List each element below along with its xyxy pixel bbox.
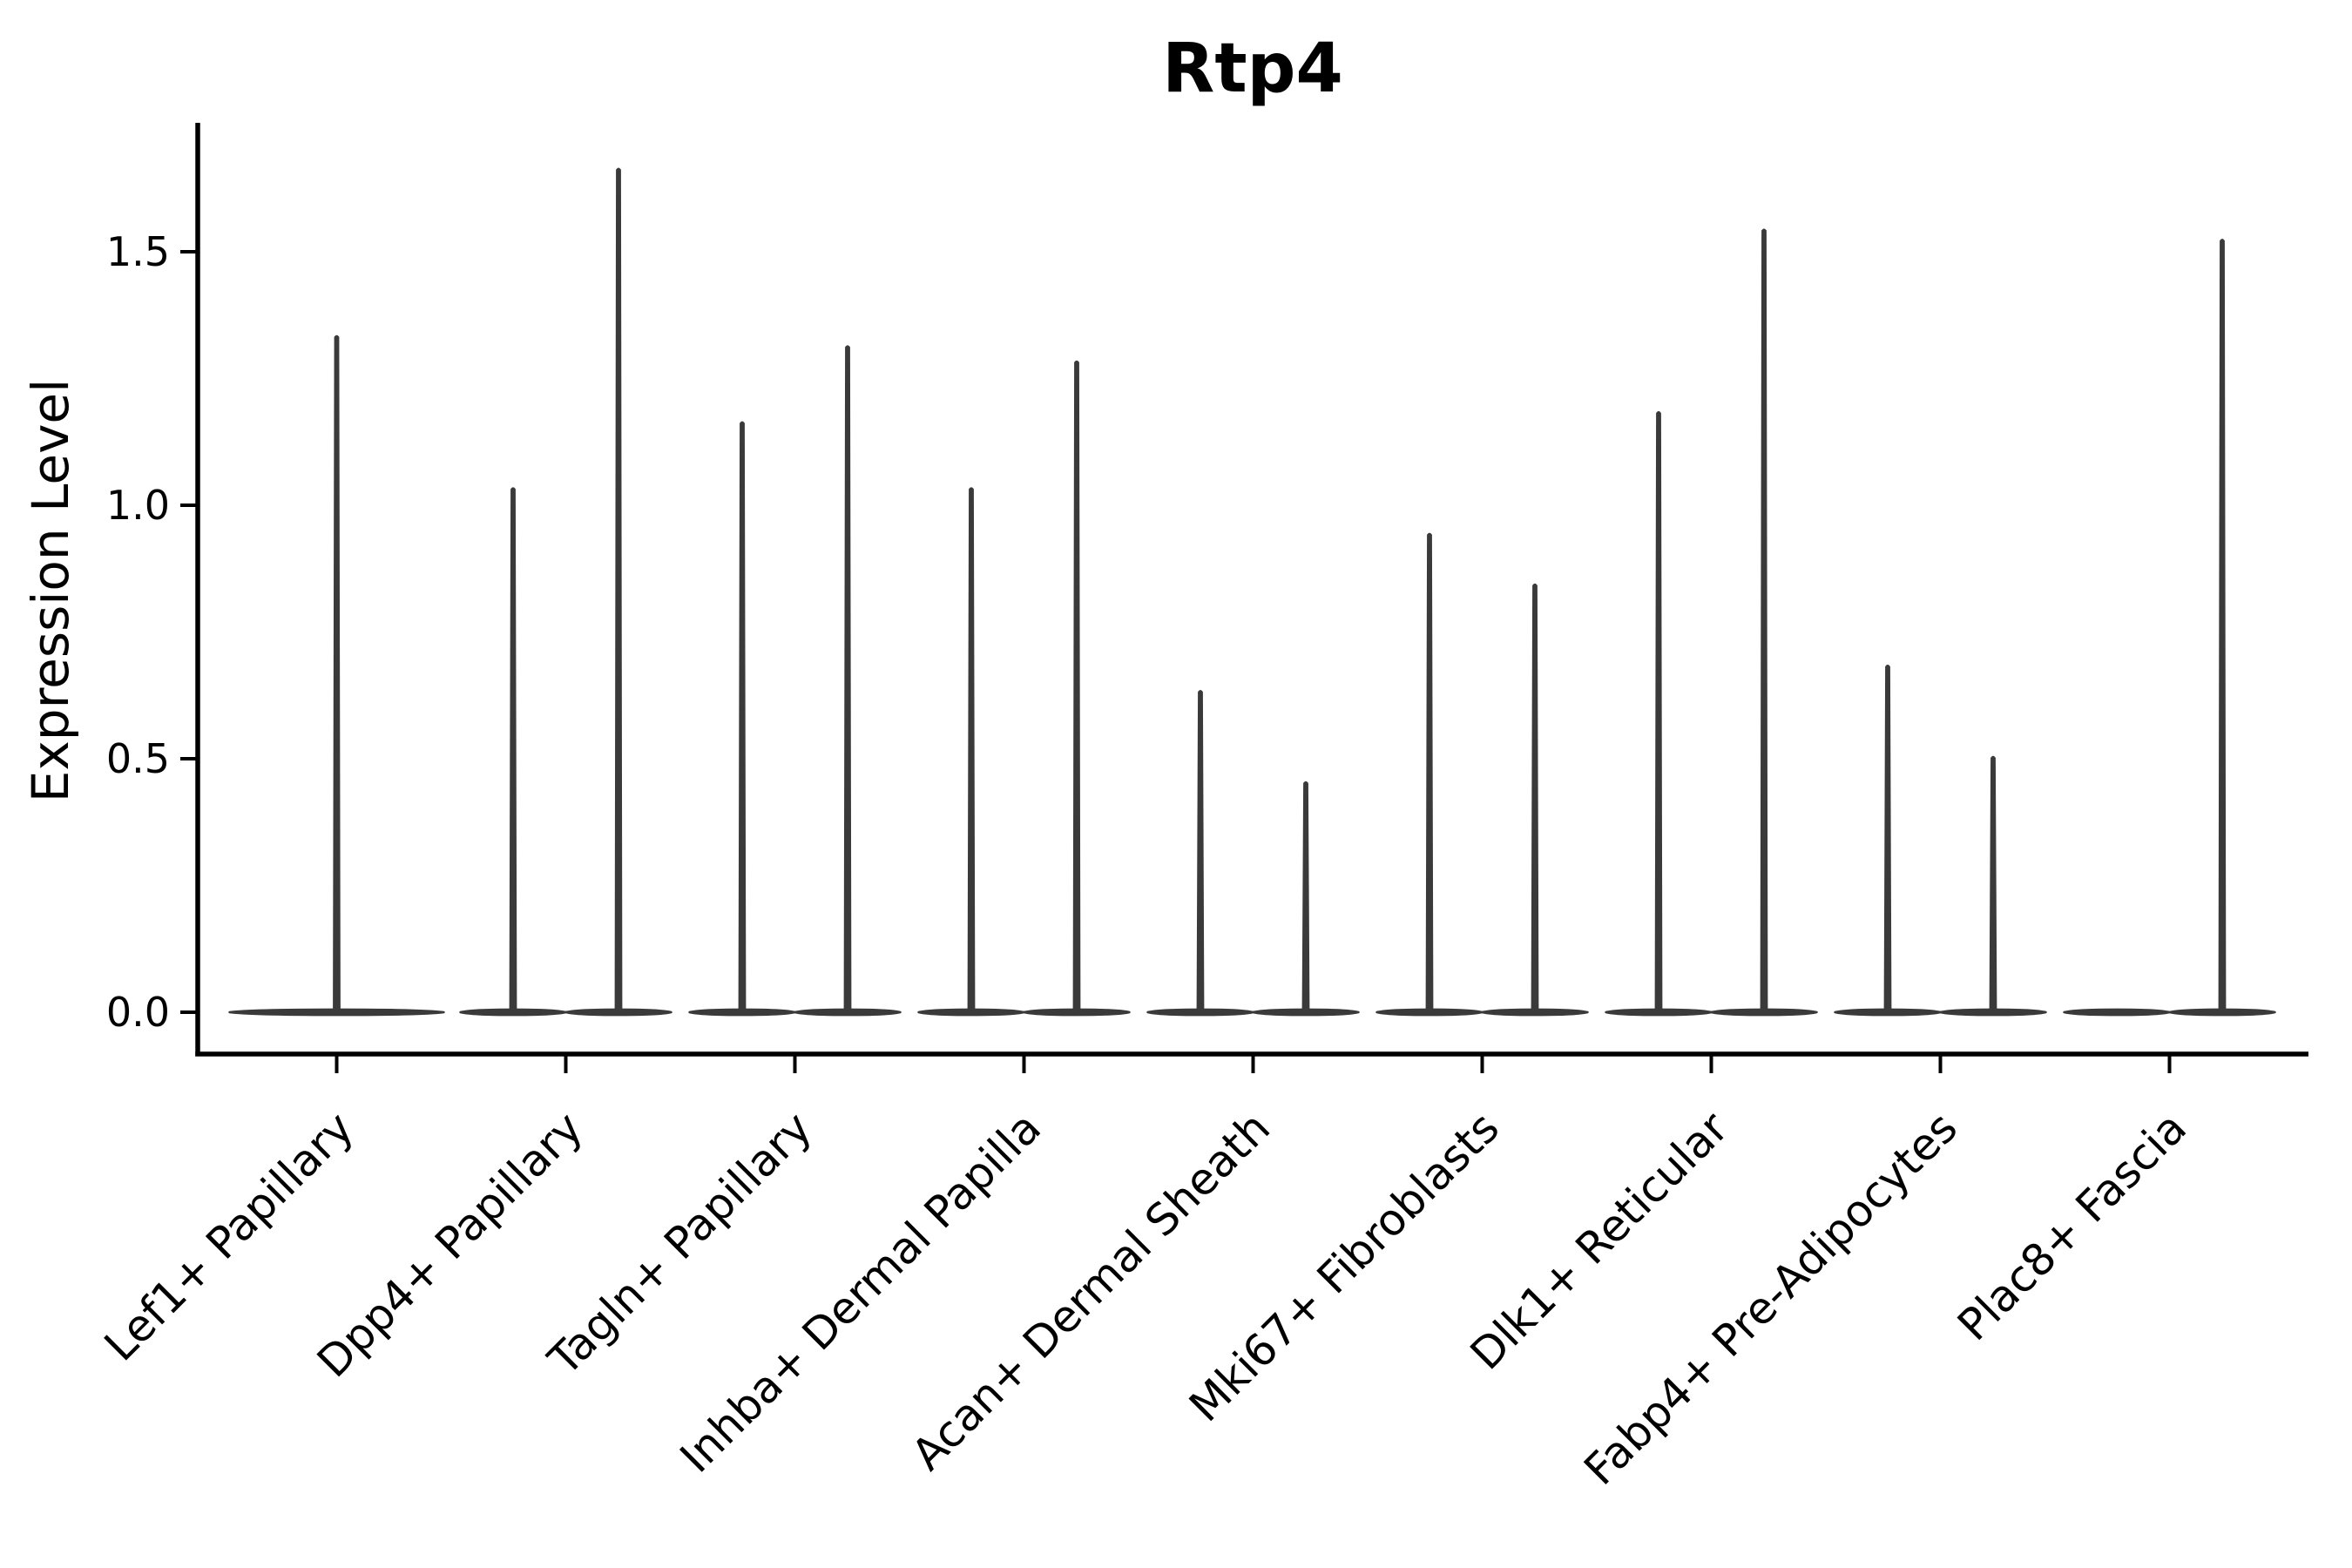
violin-spike <box>1989 757 1997 1012</box>
violin-base <box>228 1008 445 1017</box>
violin-base <box>1939 1008 2047 1017</box>
violin-base <box>2063 1008 2171 1017</box>
violin-spike-tip <box>335 335 339 340</box>
violin-spike <box>2218 240 2227 1012</box>
violin-group <box>1834 665 2047 1017</box>
violin-spike-tip <box>2220 239 2225 243</box>
violin-spike-tip <box>1198 690 1203 694</box>
violin-spike <box>1760 229 1768 1012</box>
x-tick-label: Fabp4+ Pre-Adipocytes <box>1574 1102 1967 1495</box>
jitter-point <box>1990 897 1997 904</box>
y-tick-label: 0.5 <box>106 735 170 782</box>
violin-spike-tip <box>616 167 621 172</box>
violin-spike <box>1883 666 1892 1012</box>
violin-group <box>1605 228 1818 1017</box>
violin-spike-tip <box>845 345 850 350</box>
jitter-point <box>1990 892 1997 899</box>
chart-title: Rtp4 <box>1162 30 1342 108</box>
violin-spike <box>1425 534 1434 1012</box>
violin-group <box>917 360 1131 1017</box>
violin-base <box>1252 1008 1360 1017</box>
violin-group <box>1146 690 1360 1017</box>
y-axis-label: Expression Level <box>21 379 80 802</box>
violin-spike-tip <box>1303 781 1308 786</box>
jitter-point <box>1990 923 1997 929</box>
violin-spike-tip <box>740 421 745 426</box>
violin-spike <box>509 488 517 1012</box>
violin-spike-tip <box>1074 360 1079 365</box>
violin-spike-tip <box>1427 532 1432 537</box>
violin-spike-tip <box>1656 411 1661 416</box>
violins <box>228 167 2276 1017</box>
violin-spike <box>333 336 341 1012</box>
violin-group <box>459 167 672 1017</box>
violin-spike <box>738 422 747 1012</box>
violin-group <box>688 345 902 1017</box>
violin-group <box>2063 239 2276 1017</box>
violin-spike <box>1654 412 1663 1012</box>
violin-spike-tip <box>969 487 974 492</box>
y-tick-label: 1.5 <box>106 228 170 275</box>
violin-base <box>564 1008 672 1017</box>
y-tick-label: 0.0 <box>106 989 170 1036</box>
violin-base <box>2168 1008 2276 1017</box>
x-tick-label: Lef1+ Papillary <box>95 1102 363 1370</box>
violin-spike-tip <box>510 487 516 492</box>
x-tick-label: Plac8+ Fascia <box>1948 1102 2196 1350</box>
violin-spike-tip <box>1761 228 1767 233</box>
violin-spike <box>1196 691 1205 1012</box>
violin-spike <box>1072 362 1081 1012</box>
violin-base <box>1710 1008 1818 1017</box>
axes <box>180 123 2308 1073</box>
violin-spike <box>1531 585 1539 1012</box>
violin-spike <box>967 488 976 1012</box>
violin-spike-tip <box>1885 665 1890 669</box>
y-tick-label: 1.0 <box>106 482 170 529</box>
violin-spike-tip <box>1532 583 1538 588</box>
violin-spike <box>843 346 852 1012</box>
violin-base <box>1481 1008 1589 1017</box>
violin-spike-tip <box>1990 755 1996 760</box>
violin-spike <box>614 168 623 1012</box>
violin-group <box>1375 532 1589 1017</box>
violin-spike <box>1301 782 1310 1012</box>
jitter-point <box>1990 948 1997 955</box>
violin-base <box>1023 1008 1131 1017</box>
violin-base <box>794 1008 902 1017</box>
violin-group <box>228 335 445 1017</box>
